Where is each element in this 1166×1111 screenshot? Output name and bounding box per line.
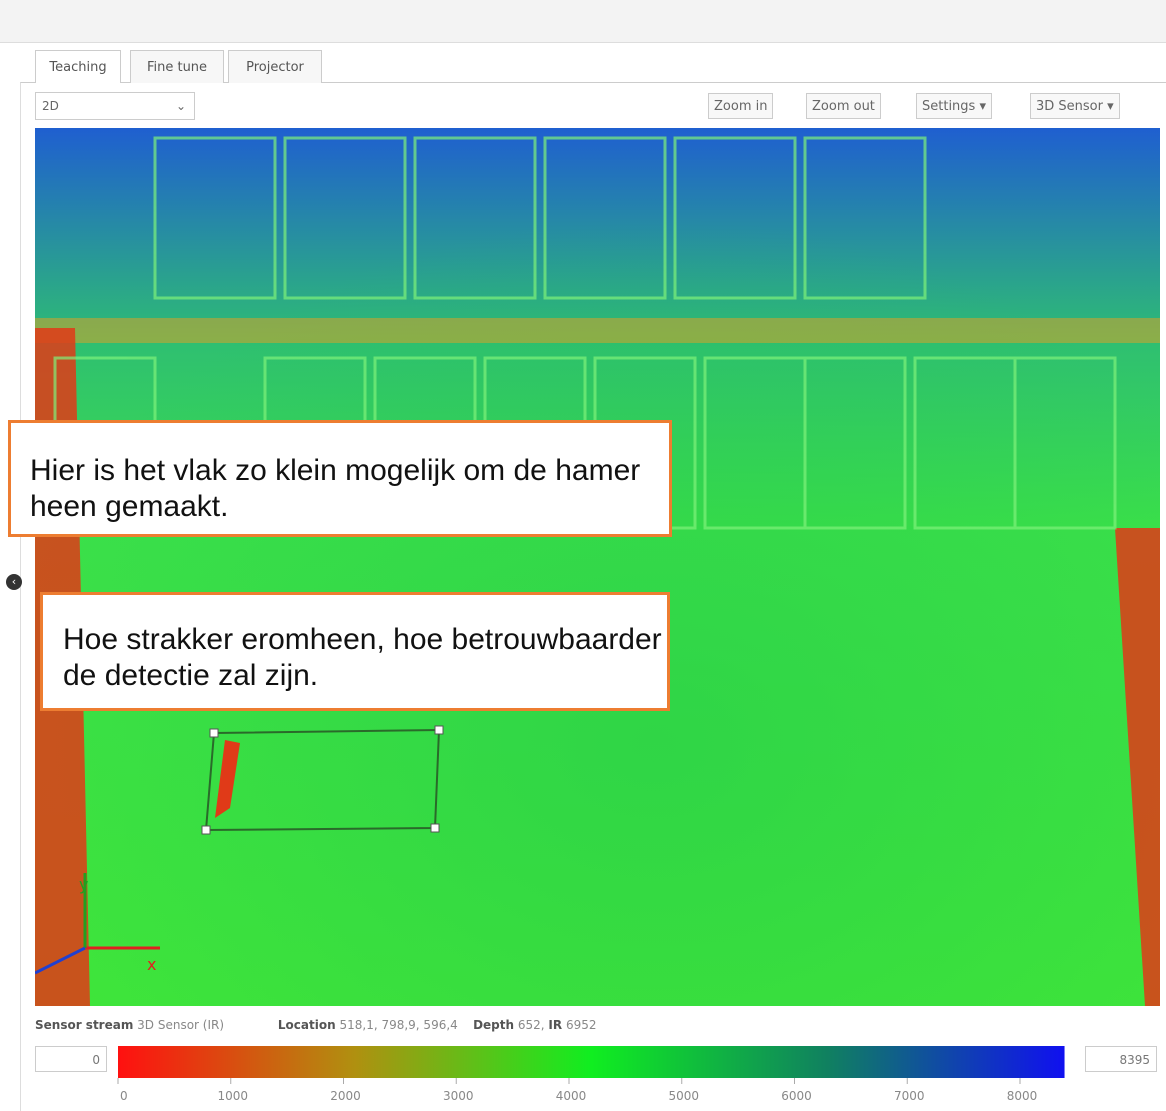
callout: Hoe strakker eromheen, hoe betrouwbaarde… (40, 592, 670, 711)
hammer (215, 740, 240, 818)
colorbar-tick-label: 3000 (443, 1089, 474, 1103)
dropdown-arrow: ⌄ (175, 99, 186, 113)
colorbar-tick-label: 4000 (556, 1089, 587, 1103)
collapse-button[interactable]: ‹ (6, 574, 22, 590)
status-value: 518,1, 798,9, 596,4 (339, 1018, 458, 1032)
panel (20, 82, 1166, 1111)
right-edge (1115, 528, 1160, 1006)
colorbar-tick-label: 5000 (668, 1089, 699, 1103)
selection-handles[interactable] (201, 725, 444, 835)
colorbar-tick-label: 0 (120, 1089, 128, 1103)
status-value: 3D Sensor (IR) (137, 1018, 225, 1032)
zoom-out-button[interactable]: Zoom out (806, 93, 881, 119)
colorbar-tick-label: 1000 (217, 1089, 248, 1103)
callout: Hier is het vlak zo klein mogelijk om de… (8, 420, 672, 537)
tab[interactable]: Teaching (35, 50, 121, 83)
colorbar: 0 1000 2000 3000 4000 5000 6000 7000 8000 (117, 1046, 1065, 1103)
max-input[interactable]: 8395 (1085, 1046, 1157, 1072)
colorbar-tick-label: 8000 (1007, 1089, 1038, 1103)
min-input[interactable]: 0 (35, 1046, 107, 1072)
status-label: Depth (473, 1018, 515, 1032)
y-axis-label: y (79, 875, 88, 894)
colorbar-tick-label: 7000 (894, 1089, 925, 1103)
settings-button[interactable]: Settings ▾ (916, 93, 992, 119)
button-label: 3D Sensor (1036, 98, 1103, 114)
status-label: IR (548, 1018, 563, 1032)
tab[interactable]: Projector (228, 50, 322, 83)
status-bar: Sensor stream 3D Sensor (IR) Location 51… (35, 1018, 597, 1032)
colorbar-gradient (118, 1046, 1065, 1078)
sensor-image: x y (35, 128, 1160, 1006)
colorbar-tick-label: 6000 (781, 1089, 812, 1103)
status-value: 6952 (565, 1018, 597, 1032)
view-dropdown[interactable]: 2D ⌄ (35, 92, 195, 120)
x-axis-label: x (147, 955, 156, 974)
status-label: Location (277, 1018, 336, 1032)
dropdown-value: 2D (42, 99, 59, 113)
status-value: 652, (517, 1018, 545, 1032)
button-label: Zoom out (812, 98, 875, 114)
zoom-in-button[interactable]: Zoom in (708, 93, 774, 119)
depth-shade (35, 128, 1160, 1006)
tab[interactable]: Fine tune (130, 50, 224, 83)
sensor-button[interactable]: 3D Sensor ▾ (1030, 93, 1120, 119)
colorbar-tick-label: 2000 (330, 1089, 361, 1103)
button-label: Zoom in (714, 98, 768, 114)
z-axis-gizmo (35, 946, 86, 975)
status-label: Sensor stream (35, 1018, 134, 1032)
shelf-edge (35, 318, 1160, 343)
top-bar (0, 0, 1166, 43)
button-label: Settings (922, 98, 976, 114)
